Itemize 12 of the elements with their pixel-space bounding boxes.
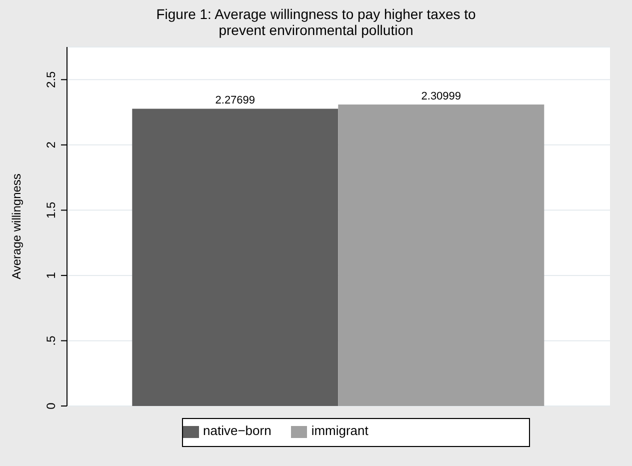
y-tick-label: 2.5 [44, 70, 58, 88]
data-label: 2.27699 [215, 94, 256, 107]
y-tick-label: 2 [44, 141, 58, 148]
legend-label: immigrant [311, 423, 368, 438]
y-tick-label: .5 [44, 335, 58, 346]
y-tick-label: 0 [44, 402, 58, 410]
data-label: 2.30999 [421, 90, 462, 102]
y-tick-label: 1 [44, 272, 58, 279]
legend-label: native−born [203, 423, 272, 438]
y-tick-label: 1.5 [44, 202, 58, 219]
chart-title: Figure 1: Average willingness to pay higher taxes to prevent environmental pollution [155, 6, 477, 38]
y-axis-title: Average willingness [9, 174, 24, 280]
